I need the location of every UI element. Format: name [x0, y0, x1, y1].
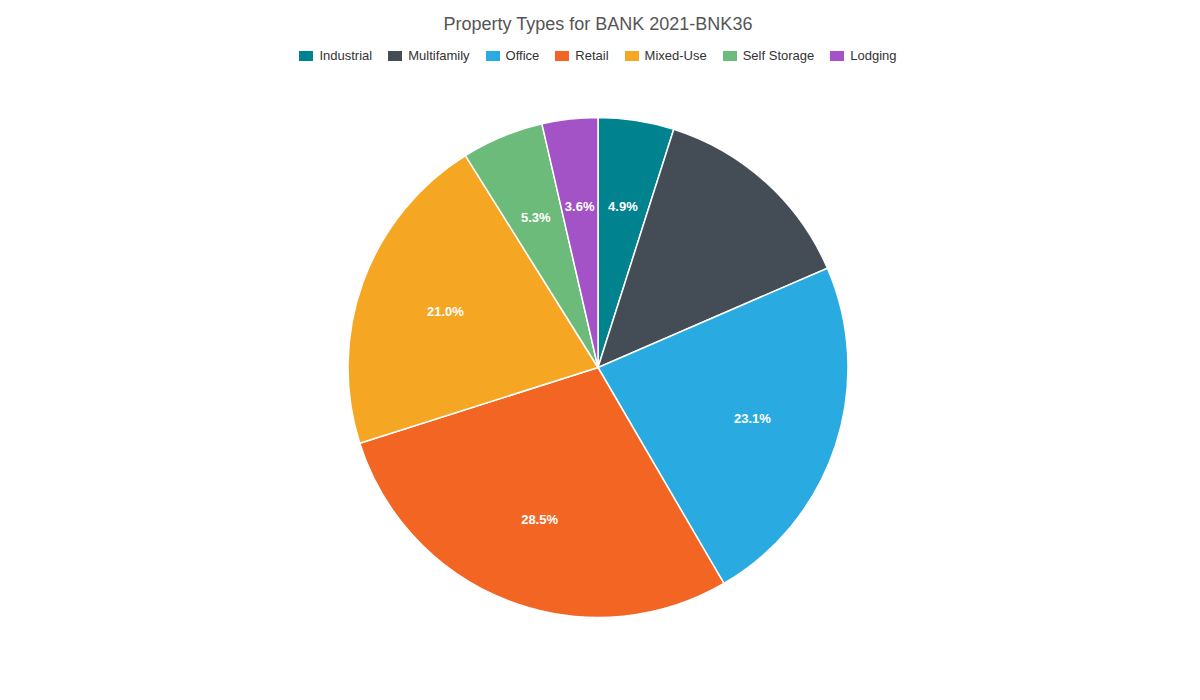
html-text:Office: Office	[505, 48, 540, 63]
html-text:Mixed-Use: Mixed-Use	[644, 48, 707, 63]
svg-text:21.0%: 21.0%	[427, 304, 464, 319]
svg-text:23.1%: 23.1%	[734, 411, 771, 426]
html-text:Industrial: Industrial	[319, 48, 373, 63]
svg-text:5.3%: 5.3%	[521, 210, 551, 225]
html-text:Property Types for BANK 2021-B: Property Types for BANK 2021-BNK36	[443, 14, 753, 34]
html-text:Retail: Retail	[575, 48, 609, 63]
svg-text:3.6%: 3.6%	[565, 199, 595, 214]
svg-text:28.5%: 28.5%	[521, 512, 558, 527]
html-text:Self Storage: Self Storage	[742, 48, 815, 63]
svg-text:4.9%: 4.9%	[608, 199, 638, 214]
html-text:Multifamily: Multifamily	[408, 48, 470, 63]
html-text:Lodging: Lodging	[850, 48, 897, 63]
